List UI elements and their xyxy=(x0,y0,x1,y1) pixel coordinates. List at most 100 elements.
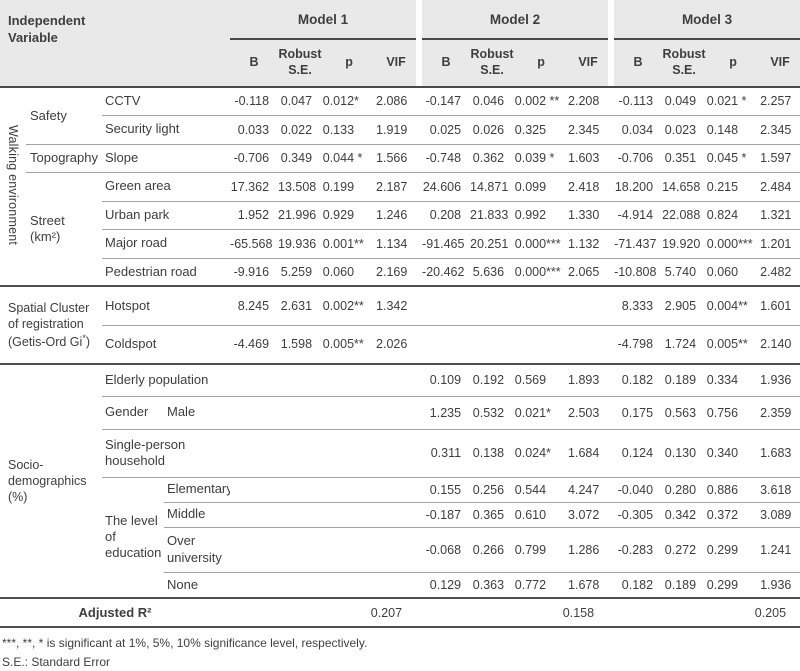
value-cell: 0.363 xyxy=(470,571,515,598)
value-cell xyxy=(376,395,417,429)
value-cell xyxy=(278,395,323,429)
column-gap xyxy=(608,597,615,628)
column-gap xyxy=(416,143,423,172)
row-label-coldspot: Coldspot xyxy=(102,324,231,364)
value-cell xyxy=(322,363,377,396)
col-header-robust-se: Robust S.E. xyxy=(470,39,515,88)
row-label-over-university: Over university xyxy=(164,526,231,572)
value-cell: 2.345 xyxy=(568,114,609,144)
value-cell: 0.138 xyxy=(470,428,515,477)
column-gap xyxy=(416,363,423,396)
value-cell: 0.155 xyxy=(422,476,471,502)
value-cell: 1.683 xyxy=(760,428,800,477)
value-cell: 1.330 xyxy=(568,200,609,229)
value-cell: 0.046 xyxy=(472,94,505,109)
table-row: Gender Male 1.235 0.532 0.021* 2.503 0.1… xyxy=(0,395,800,429)
value-cell: 0.266 xyxy=(470,526,515,572)
value-cell: 0.799 xyxy=(514,526,569,572)
value-cell: 0.610 xyxy=(514,501,569,527)
value-cell: 0.175 xyxy=(614,395,663,429)
value-cell: 3.072 xyxy=(568,501,609,527)
value-cell: 0.992 xyxy=(514,200,569,229)
value-cell: 2.065 xyxy=(568,257,609,286)
column-gap xyxy=(416,0,423,88)
value-cell: 4.247 xyxy=(568,476,609,502)
column-gap xyxy=(608,571,615,598)
column-gap xyxy=(608,285,615,325)
table-row: Pedestrian road -9.916 5.259 0.060 2.169… xyxy=(0,257,800,286)
value-cell: 1.201 xyxy=(760,228,800,258)
value-cell: 2.359 xyxy=(760,395,800,429)
value-cell: 0.002 ** xyxy=(514,94,560,109)
value-cell: 22.088 xyxy=(662,200,707,229)
value-cell: 0.124 xyxy=(614,428,663,477)
value-cell: 0.325 xyxy=(514,114,569,144)
value-cell xyxy=(376,428,417,477)
value-cell: -9.916 xyxy=(230,257,279,286)
value-cell: 1.952 xyxy=(230,200,279,229)
value-cell xyxy=(322,428,377,477)
group-level-of-education: The level of education xyxy=(102,476,164,598)
value-cell: 0.272 xyxy=(662,526,707,572)
value-cell: -4.798 xyxy=(614,324,663,364)
group-socio-demographics: Socio-demographics (%) xyxy=(0,363,102,598)
col-header-vif: VIF xyxy=(376,39,417,88)
adjusted-r2-label: Adjusted R² xyxy=(0,597,231,628)
value-cell: 0.045 * xyxy=(706,143,761,172)
value-cell: 19.936 xyxy=(278,228,323,258)
group-spatial-cluster: Spatial Cluster of registration (Getis-O… xyxy=(0,285,102,364)
value-cell: 2.905 xyxy=(662,285,707,325)
row-label-none: None xyxy=(164,571,231,598)
value-cell: -4.469 xyxy=(230,324,279,364)
value-cell: 0.047 xyxy=(280,94,313,109)
value-cell: -0.706 xyxy=(230,143,279,172)
value-cell xyxy=(230,476,279,502)
value-cell: -91.465 xyxy=(422,228,471,258)
value-cell xyxy=(568,285,609,325)
col-header-robust-se: Robust S.E. xyxy=(278,39,323,88)
value-cell: 14.871 xyxy=(470,171,515,201)
column-gap xyxy=(608,171,615,201)
value-cell: 1.342 xyxy=(376,285,417,325)
row-label-single-person-household: Single-person household xyxy=(102,428,231,477)
value-cell: 0.049 xyxy=(664,94,697,109)
value-cell: 13.508 xyxy=(278,171,323,201)
column-gap xyxy=(608,228,615,258)
value-cell xyxy=(278,363,323,396)
value-cell xyxy=(470,324,515,364)
value-cell: 1.235 xyxy=(422,395,471,429)
value-cell xyxy=(514,324,569,364)
value-cell: 0.005** xyxy=(322,324,377,364)
value-cell: 0.929 xyxy=(322,200,377,229)
value-cell: 0.208 xyxy=(422,200,471,229)
value-cell: 1.724 xyxy=(662,324,707,364)
value-cell: -0.283 xyxy=(614,526,663,572)
value-cell: 0.023 xyxy=(662,114,707,144)
column-gap xyxy=(416,257,423,286)
value-cell: 24.606 xyxy=(422,171,471,201)
value-cell xyxy=(376,476,417,502)
row-label-cctv: CCTV xyxy=(105,93,141,109)
value-cell: 1.893 xyxy=(568,363,609,396)
value-cell: 0.000*** xyxy=(706,228,761,258)
model-3-header: Model 3 xyxy=(614,0,800,40)
column-gap xyxy=(608,501,615,527)
value-cell: 0.349 xyxy=(278,143,323,172)
col-header-robust-se: Robust S.E. xyxy=(662,39,707,88)
value-cell: -71.437 xyxy=(614,228,663,258)
value-cell: 0.130 xyxy=(662,428,707,477)
table-row: Urban park 1.952 21.996 0.929 1.246 0.20… xyxy=(0,200,800,229)
table-footnotes: ***, **, * is significant at 1%, 5%, 10%… xyxy=(0,634,800,671)
value-cell xyxy=(230,571,279,598)
value-cell xyxy=(376,526,417,572)
value-cell: 0.342 xyxy=(662,501,707,527)
value-cell: 0.000*** xyxy=(514,228,569,258)
row-label-slope: Slope xyxy=(102,143,231,172)
value-cell: 0.199 xyxy=(322,171,377,201)
value-cell: 0.365 xyxy=(470,501,515,527)
column-gap xyxy=(416,526,423,572)
table-row: Single-person household 0.311 0.138 0.02… xyxy=(0,428,800,477)
value-cell: 0.002** xyxy=(322,285,377,325)
value-cell: 1.598 xyxy=(278,324,323,364)
value-cell: 0.182 xyxy=(614,363,663,396)
